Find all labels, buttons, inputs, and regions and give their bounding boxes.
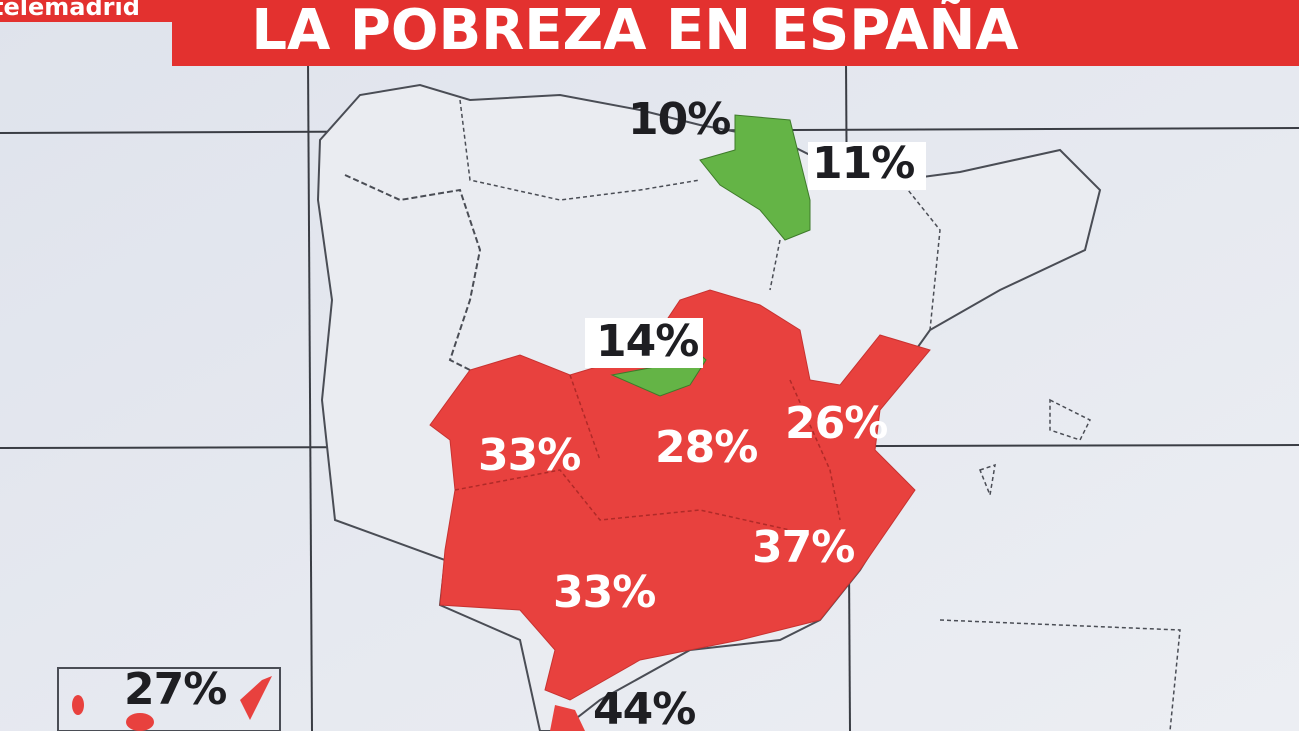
region-label: 11% bbox=[812, 138, 914, 189]
title: LA POBREZA EN ESPAÑA bbox=[251, 0, 1019, 63]
region-label: 37% bbox=[752, 522, 854, 573]
logo-bar bbox=[0, 0, 172, 22]
label-box bbox=[808, 142, 926, 190]
region-label: 44% bbox=[593, 684, 695, 731]
region-label: 33% bbox=[478, 430, 580, 481]
canary-islands bbox=[57, 667, 281, 731]
region-label: 10% bbox=[628, 94, 730, 145]
region-label: 14% bbox=[596, 316, 698, 367]
channel-logo: telemadrid bbox=[0, 0, 140, 21]
region-label: 33% bbox=[553, 567, 655, 618]
red-region-south bbox=[550, 705, 585, 731]
region-label: 27% bbox=[124, 664, 226, 715]
region-label: 28% bbox=[655, 422, 757, 473]
header-bar bbox=[172, 0, 1299, 66]
label-box bbox=[585, 318, 703, 368]
portugal-border bbox=[344, 174, 482, 371]
region-inner-borders bbox=[454, 374, 841, 531]
region-label: 26% bbox=[785, 398, 887, 449]
green-region-north bbox=[699, 114, 811, 241]
region-borders bbox=[459, 99, 1181, 731]
